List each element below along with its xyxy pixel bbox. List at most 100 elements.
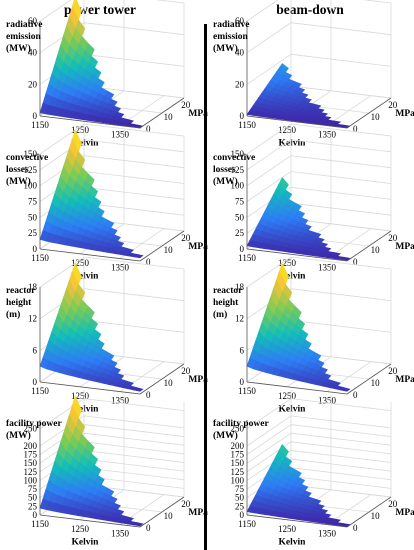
z-axis-label-line: (m)	[6, 309, 20, 320]
z-tick-label: 50	[235, 212, 245, 222]
y-tick-label: 0	[353, 124, 358, 134]
y-tick-label: 0	[146, 390, 151, 400]
surface-patch	[340, 256, 351, 261]
x-tick-label: 1350	[318, 396, 337, 406]
z-axis-label-line: (MW)	[213, 430, 238, 441]
x-tick-label: 1250	[71, 391, 90, 401]
z-tick-label: 20	[235, 79, 245, 89]
z-tick-label: 0	[33, 510, 38, 520]
z-tick-label: 50	[235, 493, 245, 503]
z-tick-label: 75	[235, 484, 245, 494]
y-tick-label: 20	[388, 499, 398, 509]
z-axis-label-line: facility power	[6, 419, 62, 429]
y-tick-label: 20	[388, 233, 398, 243]
z-axis-label-line: losses	[213, 165, 236, 175]
z-tick-label: 25	[235, 501, 245, 511]
x-axis-label: Kelvin	[72, 138, 100, 148]
z-axis-label-line: facility power	[213, 419, 269, 429]
z-tick-label: 50	[28, 212, 38, 222]
z-axis-label-line: radiative	[213, 20, 249, 30]
z-tick-label: 100	[231, 475, 245, 485]
y-axis-label: MPa	[188, 109, 208, 119]
z-axis-label-line: radiative	[6, 20, 42, 30]
x-tick-label: 1250	[278, 125, 297, 135]
x-tick-label: 1150	[31, 253, 49, 263]
z-axis-label-line: (MW)	[6, 43, 31, 54]
x-axis-label: Kelvin	[279, 404, 307, 414]
z-tick-label: 125	[231, 165, 245, 175]
wall-grid-line	[246, 441, 392, 473]
y-axis-line	[139, 230, 185, 262]
z-tick-label: 6	[240, 345, 245, 355]
y-tick-label: 20	[388, 100, 398, 110]
y-tick-label: 10	[371, 511, 381, 521]
z-tick-label: 150	[24, 149, 38, 159]
z-tick-label: 0	[240, 244, 245, 254]
x-tick-label: 1150	[238, 120, 256, 130]
x-tick-label: 1250	[278, 524, 297, 534]
x-axis-label: Kelvin	[279, 138, 307, 148]
surface-panel-2: 0 20 40 60 1150 1250 1350 0 10 20 Kelvin MPa radiati…	[213, 0, 414, 148]
x-tick-label: 1350	[111, 263, 130, 273]
z-tick-label: 250	[231, 424, 245, 434]
z-axis-label-line: reactor	[213, 286, 243, 296]
surface-panel-3: 0 25 50 75 100 125 150 1150 1250 1350 0 10 20 Kelvin M…	[6, 123, 208, 281]
z-tick-label: 40	[28, 48, 38, 58]
x-tick-label: 1150	[31, 519, 49, 529]
x-axis-label: Kelvin	[72, 537, 100, 547]
z-axis-label-line: convective	[213, 153, 255, 163]
surface-panel-5: 0 6 12 18 1150 1250 1350 0 10 20 Kelvin MPa reactor h…	[6, 256, 208, 414]
x-tick-label: 1250	[71, 524, 90, 534]
column-title-power-tower: power tower	[64, 2, 136, 17]
z-axis-label-line: (MW)	[213, 43, 238, 54]
z-tick-label: 0	[240, 377, 245, 387]
y-axis-label: MPa	[188, 375, 208, 385]
x-tick-label: 1350	[318, 529, 337, 539]
z-tick-label: 125	[24, 467, 38, 477]
surface-panel-1: 0 20 40 60 1150 1250 1350 0 10 20 Kelvin MPa radiati…	[6, 0, 208, 148]
z-tick-label: 175	[231, 450, 245, 460]
y-axis-label: MPa	[188, 508, 208, 518]
y-axis-label: MPa	[395, 375, 414, 385]
x-axis-line	[246, 381, 348, 395]
z-axis-label-line: emission	[6, 32, 42, 42]
surface-panel-4: 0 25 50 75 100 125 150 1150 1250 1350 0 10 20 Kelvin M…	[213, 123, 414, 281]
x-axis-label: Kelvin	[72, 271, 100, 281]
z-axis-label-line: convective	[6, 153, 48, 163]
z-tick-label: 25	[28, 228, 38, 238]
z-tick-label: 12	[28, 314, 37, 324]
z-tick-label: 25	[28, 501, 38, 511]
x-tick-label: 1250	[71, 258, 90, 268]
y-tick-label: 20	[181, 233, 191, 243]
y-tick-label: 0	[146, 523, 151, 533]
wall-grid-line	[39, 0, 185, 22]
x-tick-label: 1250	[278, 258, 297, 268]
z-axis-label-line: reactor	[6, 286, 36, 296]
z-tick-label: 0	[240, 111, 245, 121]
z-axis-label-line: (MW)	[213, 176, 238, 187]
y-axis-line	[346, 363, 392, 395]
z-tick-label: 75	[28, 484, 38, 494]
z-tick-label: 150	[231, 149, 245, 159]
x-axis-line	[39, 381, 141, 395]
x-tick-label: 1250	[71, 125, 90, 135]
z-tick-label: 40	[235, 48, 245, 58]
y-tick-label: 10	[164, 378, 174, 388]
wall-grid-line	[246, 424, 392, 455]
z-axis-label-line: (m)	[213, 309, 227, 320]
z-tick-label: 100	[24, 181, 38, 191]
z-tick-label: 0	[33, 244, 38, 254]
x-tick-label: 1150	[238, 519, 256, 529]
z-tick-label: 0	[33, 111, 38, 121]
z-axis-label-line: losses	[6, 165, 29, 175]
surface-patch	[133, 253, 144, 259]
y-tick-label: 10	[164, 112, 174, 122]
y-tick-label: 20	[181, 499, 191, 509]
y-axis-line	[139, 363, 185, 395]
x-axis-line	[39, 248, 141, 262]
y-tick-label: 20	[181, 366, 191, 376]
surface-patch	[133, 387, 144, 392]
z-axis-label-line: (MW)	[6, 176, 31, 187]
